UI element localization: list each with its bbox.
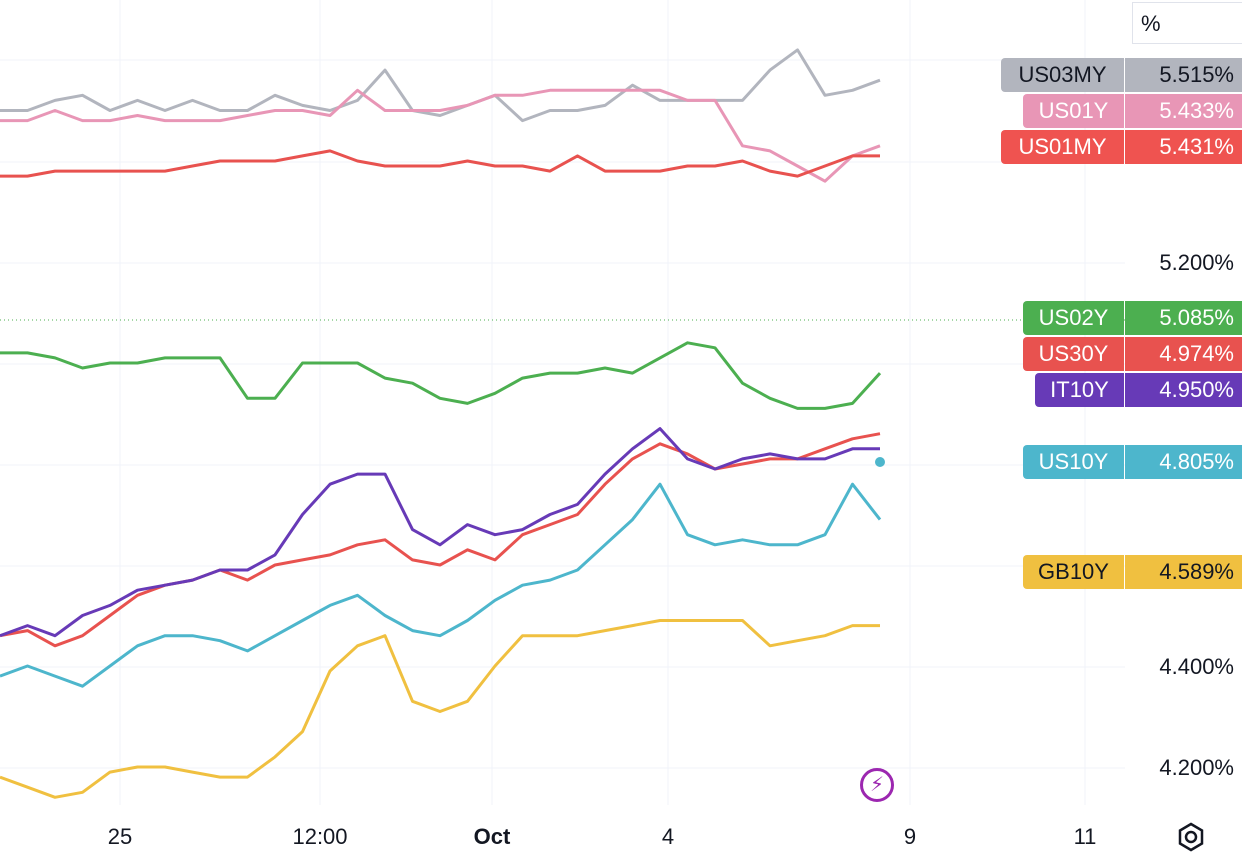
series-tag-us01my[interactable]: US01MY [1001,130,1124,164]
series-line-it10y [0,427,880,638]
series-value-gb10y: 4.589% [1125,555,1242,589]
settings-icon[interactable] [1176,822,1206,852]
series-tag-us02y[interactable]: US02Y [1023,301,1124,335]
x-tick-label: 11 [1073,824,1097,849]
series-tag-it10y[interactable]: IT10Y [1035,373,1124,407]
series-tag-us10y[interactable]: US10Y [1023,445,1124,479]
series-value-us02y: 5.085% [1125,301,1242,335]
series-line-us01y [0,88,881,183]
series-line-us03my [0,48,881,123]
series-line-us02y [0,341,882,410]
series-value-us30y: 4.974% [1125,337,1242,371]
y-tick-label: 4.400% [1159,654,1234,679]
series-tag-us03my[interactable]: US03MY [1001,58,1124,92]
x-tick-label: 12:00 [292,824,348,849]
us10y-last-point [875,457,885,467]
y-tick-label: 4.200% [1159,755,1234,780]
series-value-us01y: 5.433% [1125,94,1242,128]
series-value-it10y: 4.950% [1125,373,1242,407]
x-tick-label: Oct [473,824,511,849]
series-line-gb10y [0,619,880,799]
series-value-us01my: 5.431% [1125,130,1242,164]
series-tag-gb10y[interactable]: GB10Y [1023,555,1124,589]
x-tick-label: 25 [107,824,133,849]
series-tag-us30y[interactable]: US30Y [1023,337,1124,371]
series-line-us30y [0,432,881,648]
series-value-us10y: 4.805% [1125,445,1242,479]
lightning-icon[interactable]: ⚡ [860,768,894,802]
x-tick-label: 4 [661,824,675,849]
series-line-us01my [0,149,880,178]
series-line-us10y [0,482,882,688]
series-tag-us01y[interactable]: US01Y [1023,94,1124,128]
unit-label[interactable]: % [1132,2,1242,44]
series-value-us03my: 5.515% [1125,58,1242,92]
x-tick-label: 9 [903,824,917,849]
y-tick-label: 5.200% [1159,250,1234,275]
